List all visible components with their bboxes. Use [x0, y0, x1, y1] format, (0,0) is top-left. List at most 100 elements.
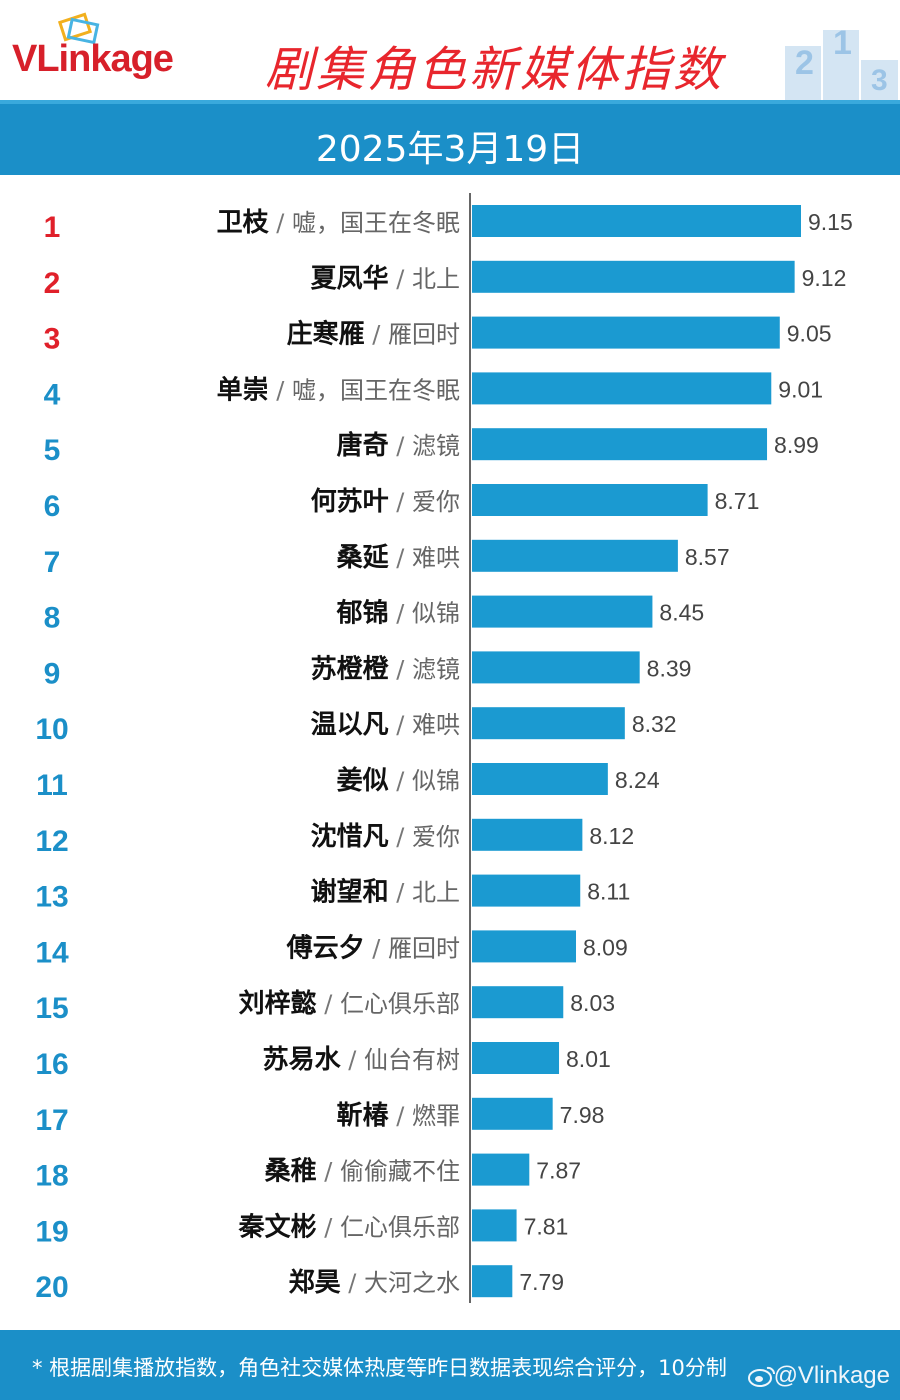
label-separator: / [389, 432, 412, 460]
character-name: 单崇 [217, 375, 269, 405]
character-name: 卫枝 [217, 208, 270, 238]
row-label: 沈惜凡 / 爱你 [311, 822, 460, 852]
brand-logo-text: VLinkage [12, 38, 174, 80]
weibo-icon [748, 1366, 776, 1387]
row-label: 苏橙橙 / 滤镜 [311, 654, 460, 684]
value-label: 7.81 [524, 1213, 569, 1239]
value-label: 9.15 [808, 209, 853, 235]
row-label: 谢望和 / 北上 [311, 877, 460, 908]
rank-number: 12 [35, 825, 68, 858]
label-separator: / [317, 1158, 340, 1186]
row-label: 桑稚 / 偷偷藏不住 [265, 1157, 460, 1187]
value-label: 7.87 [536, 1158, 581, 1184]
label-separator: / [389, 767, 412, 795]
character-name: 谢望和 [311, 877, 389, 908]
row-label: 刘梓懿 / 仁心俱乐部 [239, 988, 460, 1019]
rank-number: 6 [44, 490, 61, 523]
score-bar [472, 986, 564, 1019]
score-bar [472, 930, 577, 963]
label-separator: / [389, 544, 412, 572]
score-bar [472, 484, 708, 516]
drama-name: 爱你 [412, 823, 460, 851]
label-separator: / [389, 600, 412, 628]
rank-number: 18 [35, 1160, 68, 1193]
value-label: 9.05 [787, 321, 832, 347]
rank-number: 20 [35, 1271, 68, 1304]
row-label: 唐奇 / 滤镜 [337, 430, 460, 461]
label-separator: / [389, 655, 412, 683]
rank-number: 5 [44, 434, 61, 467]
character-name: 靳椿 [337, 1101, 390, 1131]
rank-number: 14 [35, 936, 69, 969]
character-name: 郑昊 [289, 1268, 341, 1298]
rank-number: 7 [44, 546, 61, 579]
label-separator: / [269, 209, 292, 237]
score-bar [472, 1042, 560, 1074]
score-bar [472, 372, 772, 405]
rank-number: 11 [36, 769, 68, 802]
score-bar [472, 874, 581, 907]
character-name: 桑延 [337, 543, 390, 573]
rank-number: 15 [35, 992, 68, 1025]
drama-name: 燃罪 [412, 1102, 460, 1130]
label-separator: / [389, 711, 412, 739]
date-band: 2025年3月19日 [0, 100, 900, 175]
row-label: 秦文彬 / 仁心俱乐部 [238, 1211, 460, 1242]
row-label: 夏凤华 / 北上 [311, 263, 460, 294]
label-separator: / [317, 990, 340, 1018]
label-separator: / [269, 376, 292, 404]
podium-icon: 2 1 3 [785, 24, 898, 100]
character-name: 苏橙橙 [311, 654, 390, 684]
score-bar [472, 260, 795, 293]
drama-name: 雁回时 [388, 321, 460, 349]
row-label: 苏易水 / 仙台有树 [263, 1045, 460, 1075]
podium-digit-1: 1 [833, 24, 852, 62]
label-separator: / [341, 1269, 364, 1297]
score-bar [472, 707, 625, 740]
row-label: 何苏叶 / 爱你 [311, 487, 460, 517]
label-separator: / [317, 1213, 340, 1241]
drama-name: 滤镜 [412, 655, 460, 683]
character-name: 郁锦 [336, 598, 389, 629]
label-separator: / [365, 934, 388, 962]
row-label: 桑延 / 难哄 [337, 543, 460, 573]
row-label: 单崇 / 嘘，国王在冬眠 [217, 375, 460, 405]
score-bar [472, 539, 678, 572]
character-name: 苏易水 [263, 1045, 342, 1075]
character-name: 傅云夕 [286, 933, 365, 963]
character-name: 夏凤华 [311, 263, 389, 294]
value-label: 9.12 [802, 265, 847, 291]
rank-number: 3 [44, 323, 61, 356]
rank-number: 19 [35, 1215, 68, 1248]
score-bar [472, 428, 768, 461]
value-label: 8.39 [647, 655, 692, 681]
row-label: 卫枝 / 嘘，国王在冬眠 [217, 208, 460, 238]
page-title: 剧集角色新媒体指数 [265, 42, 725, 98]
drama-name: 大河之水 [364, 1269, 460, 1297]
rank-number: 8 [44, 602, 61, 635]
drama-name: 雁回时 [388, 934, 460, 962]
value-label: 9.01 [778, 376, 823, 402]
drama-name: 仙台有树 [364, 1046, 460, 1074]
character-name: 沈惜凡 [311, 822, 389, 852]
header: VLinkage 剧集角色新媒体指数 2 1 3 [0, 0, 900, 100]
drama-name: 难哄 [412, 711, 460, 739]
rank-number: 4 [44, 378, 61, 411]
row-label: 傅云夕 / 雁回时 [286, 933, 460, 963]
drama-name: 似锦 [412, 767, 460, 795]
brand-logo: VLinkage [12, 38, 174, 81]
character-name: 桑稚 [265, 1157, 317, 1187]
drama-name: 难哄 [412, 544, 460, 572]
footer-note: * 根据剧集播放指数，角色社交媒体热度等昨日数据表现综合评分，10分制 [32, 1356, 727, 1380]
score-bar [472, 818, 583, 851]
value-label: 8.45 [659, 600, 704, 626]
drama-name: 似锦 [412, 600, 460, 628]
label-separator: / [341, 1046, 364, 1074]
value-label: 8.03 [570, 990, 615, 1016]
value-label: 8.09 [583, 934, 628, 960]
value-label: 8.99 [774, 432, 819, 458]
label-separator: / [389, 823, 412, 851]
row-label: 靳椿 / 燃罪 [337, 1101, 460, 1131]
rank-number: 16 [35, 1048, 68, 1081]
drama-name: 滤镜 [412, 432, 460, 460]
